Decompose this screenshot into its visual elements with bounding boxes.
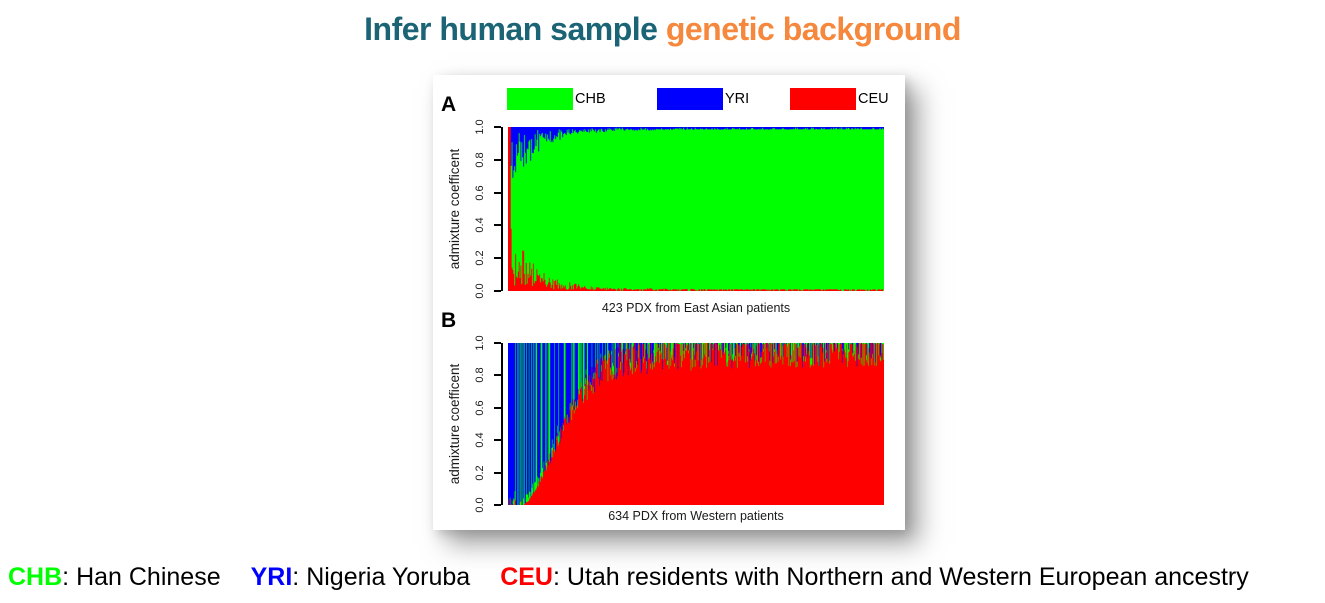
- y-tick-label: 0.2: [474, 250, 486, 266]
- figure-footnote: CHB: Han Chinese YRI: Nigeria Yoruba CEU: …: [8, 563, 1320, 592]
- y-tick-mark: [494, 504, 501, 506]
- y-tick-mark: [494, 439, 501, 442]
- footnote-ceu: CEU: Utah residents with Northern and We…: [500, 563, 1249, 591]
- footnote-chb: CHB: Han Chinese: [8, 563, 221, 591]
- panel-b-admixture-plot: [508, 343, 884, 505]
- footnote-yri-key: YRI: [250, 563, 293, 591]
- y-tick-mark: [494, 406, 501, 409]
- panel-a-y-axis-title: admixture coefficent: [447, 148, 462, 270]
- y-tick-label: 1.0: [474, 119, 486, 135]
- y-tick-label: 0.0: [474, 283, 486, 299]
- panel-a-label: A: [441, 93, 457, 116]
- y-tick-label: 0.4: [474, 217, 486, 234]
- panel-b-caption: 634 PDX from Western patients: [608, 509, 784, 523]
- panel-a-y-axis: 0.0 0.2 0.4 0.6 0.8 1.0: [474, 119, 503, 299]
- footnote-chb-desc: : Han Chinese: [62, 563, 221, 591]
- y-tick-mark: [494, 374, 501, 377]
- panel-b-label: B: [441, 309, 457, 332]
- y-tick-mark: [494, 126, 501, 128]
- legend-item-chb: CHB: [507, 88, 606, 110]
- legend-swatch-chb: [507, 88, 573, 110]
- legend-swatch-ceu: [790, 88, 856, 110]
- panel-b-y-axis-title: admixture coefficent: [447, 363, 462, 485]
- panel-b-y-axis: 0.0 0.2 0.4 0.6 0.8 1.0: [474, 335, 503, 513]
- footnote-ceu-desc: : Utah residents with Northern and Weste…: [553, 563, 1249, 591]
- legend-label-chb: CHB: [575, 91, 606, 107]
- y-tick-label: 0.8: [474, 152, 486, 168]
- footnote-yri: YRI: Nigeria Yoruba: [251, 563, 471, 591]
- footnote-chb-key: CHB: [8, 563, 63, 591]
- y-tick-mark: [494, 342, 501, 344]
- y-tick-label: 1.0: [474, 335, 486, 351]
- y-tick-mark: [494, 257, 501, 260]
- legend-item-ceu: CEU: [790, 88, 889, 110]
- title-part-teal: Infer human sample: [364, 11, 658, 47]
- y-tick-label: 0.8: [474, 367, 486, 384]
- title-part-orange: genetic background: [665, 11, 962, 47]
- y-tick-mark: [494, 224, 501, 227]
- y-tick-label: 0.2: [474, 464, 486, 481]
- legend-label-ceu: CEU: [858, 91, 889, 107]
- panel-a-caption: 423 PDX from East Asian patients: [601, 301, 791, 315]
- y-tick-label: 0.6: [474, 184, 486, 201]
- y-tick-mark: [494, 158, 501, 161]
- y-tick-mark: [494, 290, 501, 292]
- y-tick-label: 0.0: [474, 497, 486, 513]
- y-tick-label: 0.4: [474, 432, 486, 448]
- y-tick-mark: [494, 191, 501, 194]
- legend-swatch-yri: [657, 88, 723, 110]
- page-title: Infer human sample genetic background: [0, 11, 1325, 48]
- panel-a-admixture-plot: [508, 127, 884, 291]
- legend-label-yri: YRI: [725, 91, 750, 107]
- footnote-yri-desc: : Nigeria Yoruba: [292, 563, 471, 591]
- figure-card: CHB YRI CEU A admixture coefficent 0.0 0.…: [433, 75, 905, 530]
- y-tick-label: 0.6: [474, 400, 486, 416]
- footnote-ceu-key: CEU: [500, 563, 553, 591]
- y-tick-mark: [494, 471, 501, 474]
- legend-item-yri: YRI: [657, 88, 749, 110]
